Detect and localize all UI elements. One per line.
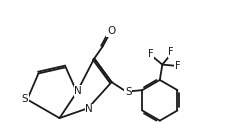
Text: F: F bbox=[148, 49, 154, 59]
Text: O: O bbox=[107, 26, 115, 36]
Text: N: N bbox=[74, 86, 82, 96]
Text: F: F bbox=[168, 47, 174, 57]
Text: F: F bbox=[175, 61, 181, 71]
Text: S: S bbox=[125, 87, 132, 97]
Text: N: N bbox=[85, 104, 93, 114]
Text: S: S bbox=[22, 95, 28, 105]
